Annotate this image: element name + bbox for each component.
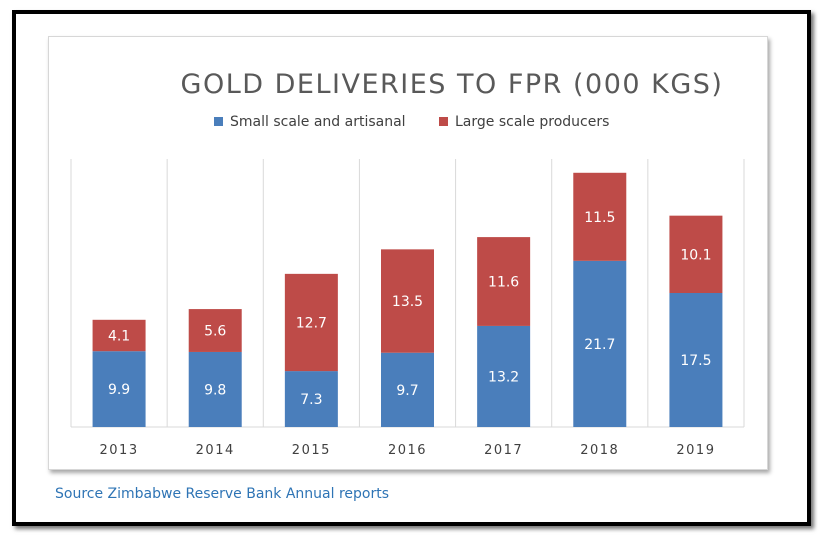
- chart-svg: GOLD DELIVERIES TO FPR (000 KGS) Small s…: [70, 69, 745, 458]
- bars: [92, 172, 723, 427]
- bar-segment: [477, 237, 531, 326]
- x-axis-ticks: 2013 2014 2015 2016 2017 2018 2019: [100, 443, 715, 458]
- data-label: 4.1: [108, 328, 130, 344]
- x-tick-label: 2017: [484, 443, 523, 458]
- x-tick-label: 2018: [580, 443, 619, 458]
- legend-swatch: [214, 117, 223, 126]
- bar-segment: [381, 249, 434, 353]
- x-tick-label: 2019: [676, 443, 715, 458]
- data-label: 9.9: [108, 382, 130, 398]
- data-label: 9.8: [204, 382, 226, 398]
- data-labels: 9.9 4.1 9.8 5.6 7.3 12.7 9.7 13.5 13.2 11.6 21.7 11…: [108, 210, 712, 408]
- bar-segment: [284, 371, 338, 427]
- data-label: 7.3: [300, 392, 322, 408]
- bar-segment: [188, 351, 242, 427]
- data-label: 21.7: [584, 337, 615, 353]
- legend-label: Small scale and artisanal: [230, 114, 406, 130]
- data-label: 13.2: [488, 369, 519, 385]
- bar-segment: [477, 325, 531, 427]
- data-label: 12.7: [296, 315, 327, 331]
- bar-segment: [669, 293, 723, 427]
- legend-swatch: [439, 117, 448, 126]
- data-label: 11.6: [488, 275, 519, 291]
- bar-segment: [92, 319, 146, 352]
- data-label: 9.7: [396, 383, 418, 399]
- legend: Small scale and artisanal Large scale pro…: [214, 114, 609, 130]
- x-tick-label: 2016: [388, 443, 427, 458]
- chart-card: GOLD DELIVERIES TO FPR (000 KGS) Small s…: [48, 36, 768, 470]
- data-label: 10.1: [680, 247, 711, 263]
- chart-title: GOLD DELIVERIES TO FPR (000 KGS): [181, 69, 724, 100]
- data-label: 5.6: [204, 324, 226, 340]
- x-tick-label: 2015: [292, 443, 331, 458]
- data-label: 13.5: [392, 294, 423, 310]
- x-tick-label: 2014: [196, 443, 235, 458]
- source-note: Source Zimbabwe Reserve Bank Annual repo…: [55, 486, 390, 502]
- bar-segment: [669, 215, 723, 293]
- bar-segment: [188, 309, 242, 352]
- bar-segment: [381, 352, 434, 427]
- x-tick-label: 2013: [100, 443, 139, 458]
- bar-segment: [284, 273, 338, 372]
- data-label: 17.5: [680, 353, 711, 369]
- bar-segment: [573, 260, 627, 427]
- bar-segment: [573, 172, 627, 261]
- legend-label: Large scale producers: [455, 114, 609, 130]
- bar-segment: [92, 351, 146, 427]
- data-label: 11.5: [584, 210, 615, 226]
